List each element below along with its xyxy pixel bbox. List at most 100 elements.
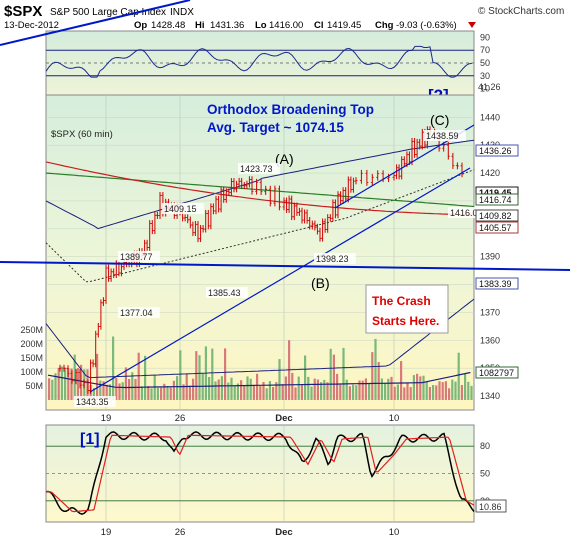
x-axis-label: 26 [175,527,186,538]
annotation-box [162,203,204,214]
x-axis-label: 19 [101,527,112,538]
volume-bar [384,382,387,400]
volume-bar [275,382,278,400]
price-annotation: 1398.23 [316,254,349,264]
volume-bar [422,375,425,400]
volume-bar [352,384,355,400]
volume-bar [291,372,294,400]
volume-bar [339,384,342,400]
volume-bar [342,347,345,400]
volume-bar [460,385,463,400]
volume-bar [172,380,175,400]
down-arrow-icon [468,22,476,28]
price-annotation: 1423.73 [240,164,273,174]
axis-badge-label: 1416.74 [479,195,512,205]
volume-bar [211,348,214,400]
price-bars [58,126,464,394]
volume-bar [230,377,233,400]
rsi-tick-label: 70 [480,45,490,55]
exchange-code: INDX [170,7,194,18]
volume-bar [57,368,60,400]
volume-bar [464,373,467,400]
volume-bar [224,348,227,400]
close-label: Cl [314,20,324,31]
crash-callout-line2: Starts Here. [372,314,439,328]
source-credit: © StockCharts.com [478,6,564,17]
volume-bar [54,373,57,400]
price-annotation: 1438.59 [426,131,459,141]
axis-badge [475,366,519,379]
volume-bar [160,387,163,400]
x-axis-main: 19 26 Dec 10 [101,413,400,424]
x-axis-label: 19 [101,413,112,424]
volume-bar [236,383,239,400]
wave-label-b: (B) [311,275,330,291]
axis-badge-label: 1419.45 [479,188,512,198]
volume-bar [92,388,95,400]
annotation-box [424,130,466,141]
index-name: S&P 500 Large Cap Index [50,7,166,18]
price-tick-label: 1440 [480,112,500,122]
volume-bar [380,378,383,400]
axis-badge [475,221,519,234]
axis-badge [475,277,519,290]
price-tick-label: 1420 [480,168,500,178]
x-axis-label: 10 [389,413,400,424]
low-value: 1416.00 [269,20,303,31]
rsi-tick-label: 50 [480,58,490,68]
volume-bar [118,383,121,400]
price-tick-label: 1370 [480,307,500,317]
rsi-line [45,45,473,78]
bottom-broadening-trendline [0,261,570,271]
moving-average-green [45,172,475,208]
volume-bar [387,378,390,400]
volume-bar [220,376,223,400]
volume-bar [102,381,105,400]
rsi-tick-label: 30 [480,71,490,81]
pattern-title: Orthodox Broadening Top [207,102,374,117]
volume-bar [99,380,102,400]
axis-badge-label: 1405.57 [479,223,512,233]
volume-tick-label: 100M [20,367,43,377]
volume-bar [179,350,182,400]
volume-bar [435,385,438,400]
volume-bar [336,373,339,400]
stochastic-last-box [475,499,507,513]
volume-bar [233,386,236,400]
volume-bar [249,378,252,400]
change-value: -9.03 (-0.63%) [396,20,457,31]
volume-bar [115,378,118,400]
volume-bar [284,376,287,400]
volume-bar [192,378,195,400]
rsi-tick-label: 10 [480,84,490,94]
volume-bar [416,373,419,400]
volume-bar [64,367,67,400]
volume-bar [307,376,310,400]
rsi-panel [45,30,475,96]
volume-bar [60,366,63,400]
pattern-target: Avg. Target ~ 1074.15 [207,120,344,135]
volume-bar [246,376,249,400]
volume-bar [108,384,111,400]
volume-bar [425,381,428,400]
low-label: Lo [255,20,267,31]
price-annotation: 1343.35 [76,397,109,407]
volume-bar [345,379,348,400]
volume-bar [409,387,412,400]
volume-bar [198,355,201,400]
volume-bar [406,383,409,400]
volume-bar [467,381,470,400]
volume-bar [348,386,351,400]
volume-bar [124,367,127,400]
volume-bar [361,380,364,400]
volume-bar [48,378,51,400]
volume-bar [128,379,131,400]
x-axis-stochastic: 19 26 Dec 10 [101,527,400,538]
volume-bar [121,382,124,400]
volume-bar [377,362,380,400]
volume-bar [428,387,431,400]
volume-bar [169,387,172,400]
rsi-ticks: 90 70 50 30 10 [480,32,490,93]
open-label: Op [134,20,147,31]
